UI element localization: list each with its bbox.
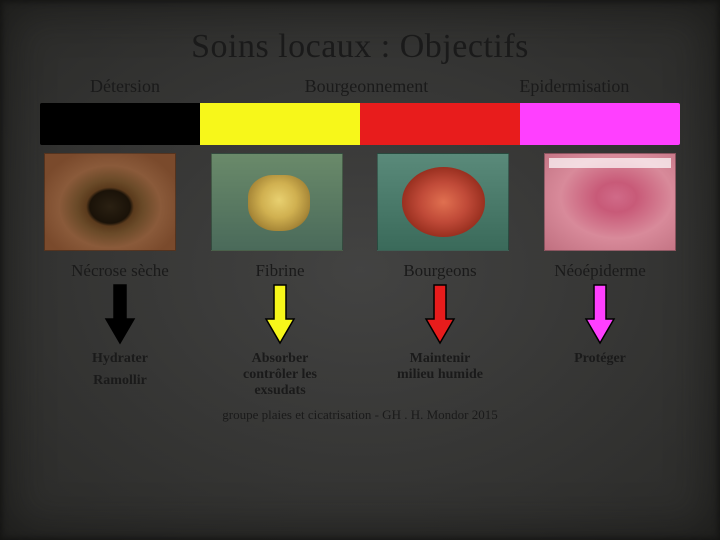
action-text: contrôler les: [204, 367, 356, 383]
color-bar: [40, 103, 680, 145]
arrows-row: [40, 283, 680, 347]
stage-fibrine: Fibrine: [200, 261, 360, 281]
action-proteger: Protéger: [520, 351, 680, 399]
arrow-wrap-2: [200, 283, 360, 347]
page-title: Soins locaux : Objectifs: [40, 28, 680, 66]
stage-necrose: Nécrose sèche: [40, 261, 200, 281]
arrow-down-icon: [263, 283, 297, 345]
stage-labels-row: Nécrose sèche Fibrine Bourgeons Néoépide…: [40, 261, 680, 281]
color-seg-1: [40, 103, 200, 145]
photo-bourgeons: [377, 153, 509, 251]
arrow-wrap-3: [360, 283, 520, 347]
arrow-down-icon: [103, 283, 137, 345]
phase-labels-row: Détersion Bourgeonnement Epidermisation: [40, 76, 680, 97]
stage-bourgeons: Bourgeons: [360, 261, 520, 281]
arrow-wrap-1: [40, 283, 200, 347]
phase-label-epidermisation: Epidermisation: [469, 76, 680, 97]
photo-row: [40, 153, 680, 251]
slide-root: Soins locaux : Objectifs Détersion Bourg…: [0, 0, 720, 540]
action-text: Hydrater: [44, 351, 196, 367]
footer-credit: groupe plaies et cicatrisation - GH . H.…: [40, 407, 680, 423]
action-text: Ramollir: [44, 373, 196, 389]
action-text: exsudats: [204, 383, 356, 399]
action-absorber: Absorber contrôler les exsudats: [200, 351, 360, 399]
photo-fibrine: [211, 153, 343, 251]
action-maintenir: Maintenir milieu humide: [360, 351, 520, 399]
stage-neoepiderme: Néoépiderme: [520, 261, 680, 281]
action-text: Maintenir: [364, 351, 516, 367]
arrow-down-icon: [583, 283, 617, 345]
color-seg-3: [360, 103, 520, 145]
phase-label-gap: [200, 76, 264, 97]
action-hydrater: Hydrater Ramollir: [40, 351, 200, 399]
action-text: Absorber: [204, 351, 356, 367]
actions-row: Hydrater Ramollir Absorber contrôler les…: [40, 351, 680, 399]
arrow-wrap-4: [520, 283, 680, 347]
photo-neoepiderme: [544, 153, 676, 251]
arrow-down-icon: [423, 283, 457, 345]
photo-necrose: [44, 153, 176, 251]
phase-label-detersion: Détersion: [40, 76, 200, 97]
phase-label-bourgeonnement: Bourgeonnement: [264, 76, 469, 97]
color-seg-4: [520, 103, 680, 145]
color-seg-2: [200, 103, 360, 145]
action-text: milieu humide: [364, 367, 516, 383]
